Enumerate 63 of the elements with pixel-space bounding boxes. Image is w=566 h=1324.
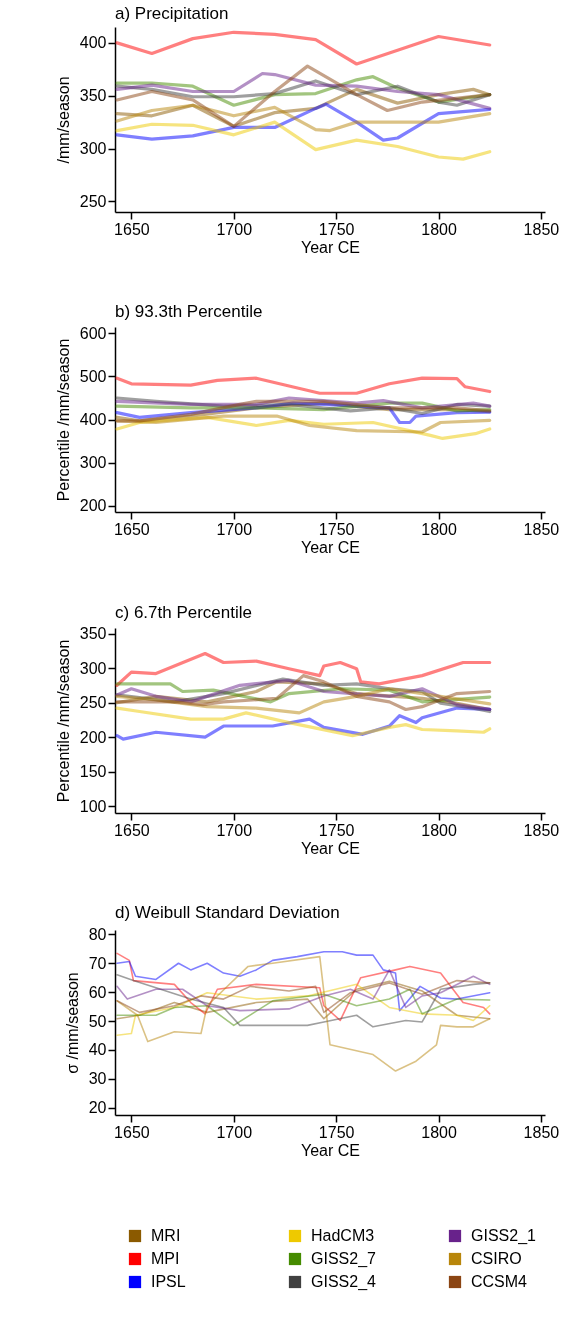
- legend-label: IPSL: [151, 1273, 186, 1290]
- y-tick-label: 70: [88, 954, 107, 972]
- x-tick-label: 1650: [114, 220, 150, 238]
- legend-label: CCSM4: [471, 1273, 528, 1290]
- x-tick-label: 1800: [421, 821, 457, 839]
- y-axis-title: /mm/season: [54, 76, 72, 164]
- legend-label: HadCM3: [311, 1227, 375, 1244]
- y-tick-label: 50: [88, 1012, 107, 1030]
- x-tick-label: 1750: [318, 520, 355, 538]
- x-tick-label: 1700: [216, 1123, 253, 1141]
- x-axis-title: Year CE: [301, 238, 360, 256]
- x-axis-title: Year CE: [301, 538, 360, 556]
- y-tick-label: 300: [79, 140, 107, 158]
- y-tick-label: 400: [79, 34, 107, 52]
- chart-title: c) 6.7th Percentile: [115, 602, 253, 622]
- x-tick-label: 1850: [523, 520, 560, 538]
- x-tick-label: 1700: [216, 821, 253, 839]
- y-tick-label: 60: [88, 983, 107, 1001]
- x-tick-label: 1650: [114, 821, 150, 839]
- x-tick-label: 1850: [523, 220, 560, 238]
- legend-label: GISS2_4: [311, 1273, 377, 1291]
- x-tick-label: 1750: [318, 220, 355, 238]
- y-tick-label: 250: [79, 192, 107, 210]
- y-tick-label: 80: [88, 925, 107, 943]
- y-tick-label: 100: [79, 797, 107, 815]
- y-tick-label: 150: [79, 763, 107, 781]
- y-tick-label: 350: [79, 625, 107, 643]
- y-tick-label: 600: [79, 324, 107, 342]
- y-tick-label: 400: [79, 411, 107, 428]
- x-tick-label: 1850: [523, 1123, 560, 1141]
- x-tick-label: 1800: [421, 520, 457, 538]
- legend-label: GISS2_1: [471, 1227, 537, 1245]
- x-tick-label: 1750: [318, 1123, 355, 1141]
- y-tick-label: 250: [79, 694, 107, 712]
- y-tick-label: 300: [79, 454, 107, 472]
- x-tick-label: 1700: [216, 520, 253, 538]
- legend-label: MPI: [151, 1250, 180, 1267]
- x-tick-label: 1750: [318, 821, 355, 839]
- y-tick-label: 200: [79, 497, 107, 515]
- chart-title: d) Weibull Standard Deviation: [115, 903, 340, 923]
- x-tick-label: 1700: [216, 220, 253, 238]
- chart-title: a) Precipitation: [115, 4, 229, 23]
- y-tick-label: 20: [88, 1099, 107, 1117]
- legend-label: GISS2_7: [311, 1250, 377, 1268]
- y-tick-label: 30: [88, 1070, 107, 1088]
- y-tick-label: 200: [79, 728, 107, 746]
- y-tick-label: 300: [79, 659, 107, 677]
- x-tick-label: 1650: [114, 1123, 150, 1141]
- y-tick-label: 40: [88, 1041, 107, 1059]
- y-axis-title: Percentile /mm/season: [54, 338, 72, 502]
- legend-label: CSIRO: [471, 1250, 522, 1267]
- y-tick-label: 500: [79, 367, 107, 385]
- x-axis-title: Year CE: [301, 839, 360, 857]
- x-tick-label: 1800: [421, 1123, 457, 1141]
- x-axis-title: Year CE: [301, 1141, 360, 1159]
- chart-title: b) 93.3th Percentile: [115, 302, 263, 322]
- y-axis-title: σ /mm/season: [63, 972, 81, 1074]
- x-tick-label: 1850: [523, 821, 560, 839]
- y-axis-title: Percentile /mm/season: [54, 639, 72, 803]
- y-tick-label: 350: [79, 87, 107, 105]
- x-tick-label: 1800: [421, 220, 457, 238]
- legend-label: MRI: [151, 1227, 181, 1244]
- x-tick-label: 1650: [114, 520, 150, 538]
